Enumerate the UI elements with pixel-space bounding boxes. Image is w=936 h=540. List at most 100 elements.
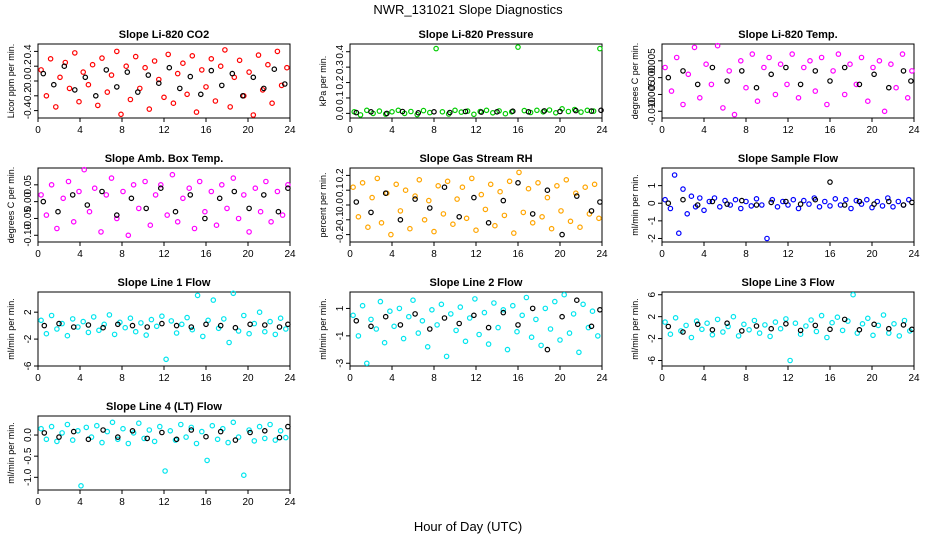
data-point: [856, 81, 863, 88]
data-point: [226, 339, 232, 346]
data-point: [720, 329, 726, 335]
data-point: [452, 107, 458, 114]
data-point: [459, 184, 466, 191]
data-point: [762, 322, 768, 328]
data-point: [471, 111, 477, 118]
data-point: [563, 177, 570, 183]
data-point: [267, 318, 273, 325]
panel-title: Slope Li-820 Temp.: [738, 29, 837, 41]
data-point: [478, 191, 485, 198]
x-tick-label: 4: [701, 249, 707, 260]
y-tick-label: 0.000: [647, 65, 658, 90]
data-point: [98, 229, 104, 235]
data-point: [453, 327, 459, 334]
x-tick-label: 8: [119, 249, 125, 260]
data-point: [691, 44, 698, 51]
data-point: [680, 186, 686, 192]
y-tick-label: -0.005: [647, 80, 658, 109]
panel-title: Slope Line 1 Flow: [118, 277, 211, 289]
panel-title: Slope Line 3 Flow: [742, 277, 835, 289]
data-point: [797, 201, 804, 207]
data-point: [54, 326, 60, 332]
data-point: [694, 81, 701, 88]
data-point: [891, 320, 897, 327]
data-point: [187, 73, 194, 80]
y-tick-label: 1: [647, 182, 658, 188]
data-point: [114, 212, 120, 218]
data-point: [863, 196, 870, 203]
data-point: [743, 84, 749, 91]
data-point: [573, 297, 580, 304]
data-point: [758, 202, 765, 208]
data-point: [165, 51, 172, 58]
data-point: [544, 194, 551, 201]
data-point: [90, 314, 97, 320]
data-point: [772, 91, 779, 98]
data-point: [412, 193, 418, 199]
data-point: [756, 330, 763, 336]
data-point: [80, 69, 87, 75]
data-point: [368, 323, 374, 330]
data-point: [856, 198, 863, 205]
data-point: [147, 222, 154, 229]
x-tick-label: 4: [701, 125, 707, 136]
data-point: [847, 61, 853, 67]
data-point: [114, 215, 120, 222]
data-point: [462, 338, 469, 345]
data-point: [542, 305, 549, 312]
data-point: [772, 319, 779, 325]
x-tick-label: 16: [200, 497, 212, 508]
data-point: [219, 82, 225, 89]
panel-title: Slope Amb. Box Temp.: [105, 153, 224, 165]
y-tick-label: -0.05: [23, 207, 34, 230]
data-point: [724, 201, 730, 207]
data-point: [725, 323, 731, 330]
data-point: [268, 219, 274, 225]
data-point: [709, 64, 716, 71]
x-tick-label: 0: [35, 125, 41, 136]
data-point: [588, 208, 595, 214]
data-point: [108, 72, 115, 78]
data-point: [99, 439, 105, 446]
data-point: [904, 95, 911, 101]
x-tick-label: 8: [743, 125, 749, 136]
data-point: [688, 193, 695, 200]
data-point: [70, 324, 77, 330]
data-point: [582, 184, 589, 191]
data-point: [172, 208, 179, 215]
data-point: [694, 202, 701, 208]
data-point: [48, 182, 55, 188]
y-tick-label: -2: [23, 334, 34, 343]
data-point: [588, 323, 595, 330]
x-tick-label: 8: [431, 373, 437, 384]
data-point: [421, 217, 428, 223]
data-point: [885, 84, 892, 91]
plot-frame: [349, 291, 603, 367]
data-point: [256, 423, 263, 430]
y-tick-label: 0.0: [335, 198, 346, 212]
data-point: [170, 100, 177, 107]
data-point: [491, 300, 497, 306]
data-point: [546, 107, 553, 113]
data-point: [753, 84, 760, 91]
data-point: [795, 205, 802, 212]
data-point: [506, 178, 513, 185]
data-point: [189, 52, 196, 59]
data-point: [193, 440, 200, 447]
data-point: [420, 107, 427, 114]
data-point: [381, 339, 388, 346]
data-point: [194, 292, 201, 299]
data-point: [662, 196, 668, 203]
data-point: [146, 427, 153, 433]
data-point: [285, 321, 291, 328]
x-tick-label: 24: [596, 373, 608, 384]
panel-title: Slope Li-820 Pressure: [419, 29, 534, 41]
data-point: [188, 324, 195, 330]
data-point: [680, 68, 686, 74]
data-point: [260, 85, 267, 92]
x-tick-label: 20: [242, 125, 254, 136]
panel-title: Slope Li-820 CO2: [119, 29, 209, 41]
data-point: [812, 88, 819, 94]
x-tick-label: 4: [389, 249, 395, 260]
y-tick-label: 0.1: [335, 91, 346, 105]
